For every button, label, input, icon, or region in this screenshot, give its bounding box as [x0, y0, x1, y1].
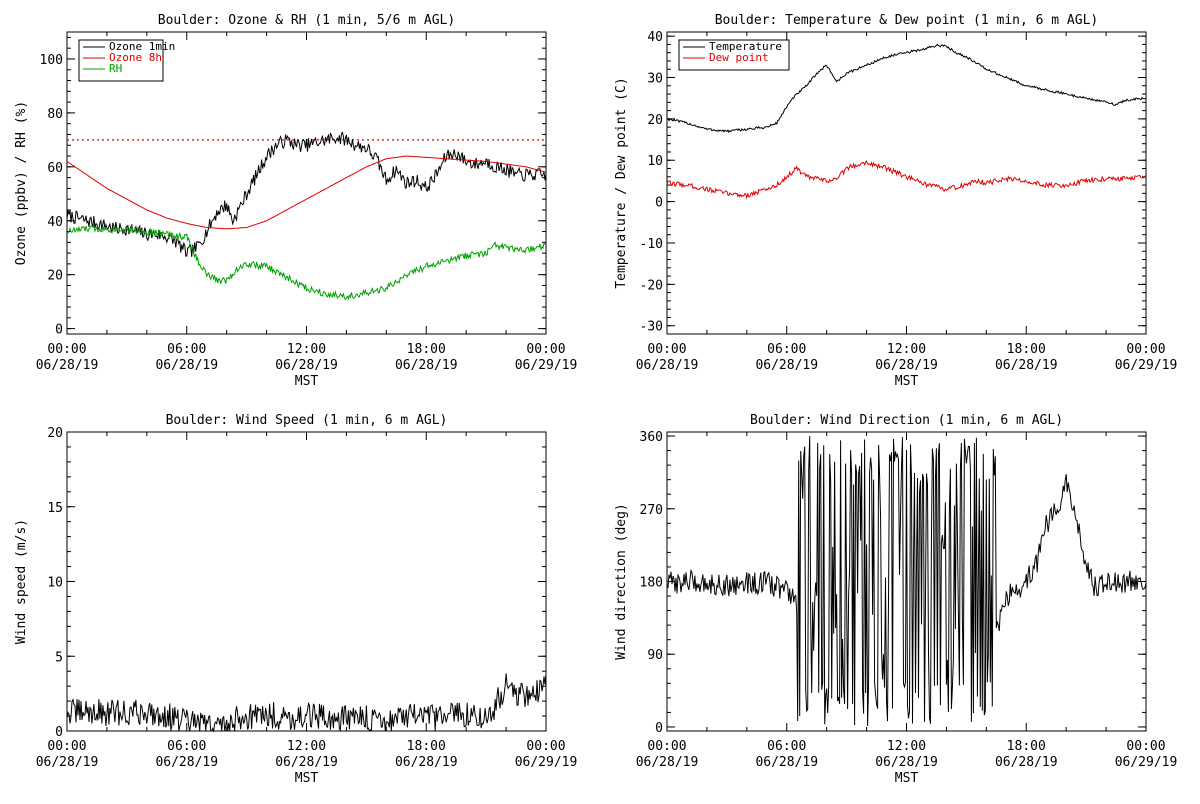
x-tick-date: 06/28/19 [636, 755, 699, 770]
x-tick-time: 00:00 [1126, 739, 1165, 754]
x-tick-time: 06:00 [767, 739, 806, 754]
x-tick-date: 06/29/19 [1115, 358, 1178, 373]
y-tick-label: 30 [647, 72, 663, 87]
x-axis-label: MST [295, 771, 319, 786]
x-tick-time: 12:00 [287, 739, 326, 754]
x-tick-time: 18:00 [407, 739, 446, 754]
x-tick-time: 06:00 [767, 342, 806, 357]
y-tick-label: 20 [647, 113, 663, 128]
y-tick-label: -10 [640, 237, 663, 252]
x-tick-date: 06/29/19 [1115, 755, 1178, 770]
x-tick-date: 06/28/19 [995, 755, 1058, 770]
x-tick-date: 06/28/19 [395, 358, 458, 373]
y-tick-label: 5 [55, 650, 63, 665]
y-axis-label: Ozone (ppbv) / RH (%) [14, 101, 29, 265]
x-tick-date: 06/28/19 [155, 358, 218, 373]
x-axis-label: MST [895, 771, 919, 786]
x-tick-time: 00:00 [47, 342, 86, 357]
legend-box [678, 39, 790, 71]
x-tick-date: 06/29/19 [515, 358, 578, 373]
x-tick-time: 00:00 [526, 739, 565, 754]
y-tick-label: 10 [47, 576, 63, 591]
x-tick-time: 00:00 [47, 739, 86, 754]
y-tick-label: 40 [47, 215, 63, 230]
legend-label: Ozone 1min [109, 40, 175, 53]
y-tick-label: 0 [55, 725, 63, 740]
y-tick-label: 0 [55, 323, 63, 338]
y-tick-label: 270 [640, 503, 663, 518]
y-tick-label: 40 [647, 30, 663, 45]
legend-label: Dew point [709, 51, 769, 64]
series-line [66, 155, 547, 230]
chart-title: Boulder: Wind Speed (1 min, 6 m AGL) [166, 413, 448, 428]
x-tick-date: 06/28/19 [275, 358, 338, 373]
y-axis-label: Wind direction (deg) [614, 503, 629, 660]
x-tick-time: 00:00 [526, 342, 565, 357]
x-tick-date: 06/28/19 [875, 358, 938, 373]
y-tick-label: 90 [647, 648, 663, 663]
x-axis-label: MST [895, 374, 919, 389]
x-tick-date: 06/28/19 [275, 755, 338, 770]
x-tick-time: 00:00 [647, 739, 686, 754]
x-tick-date: 06/28/19 [36, 755, 99, 770]
x-tick-date: 06/29/19 [515, 755, 578, 770]
chart-title: Boulder: Temperature & Dew point (1 min,… [715, 13, 1099, 28]
series-line [666, 43, 1146, 134]
chart-title: Boulder: Wind Direction (1 min, 6 m AGL) [750, 413, 1063, 428]
x-tick-time: 12:00 [887, 739, 926, 754]
series-line [66, 131, 547, 257]
x-tick-date: 06/28/19 [36, 358, 99, 373]
y-tick-label: -20 [640, 278, 663, 293]
y-tick-label: 15 [47, 501, 63, 516]
y-tick-label: 20 [47, 426, 63, 441]
y-tick-label: 80 [47, 107, 63, 122]
plot-frame [66, 431, 547, 732]
x-tick-date: 06/28/19 [875, 755, 938, 770]
x-axis-label: MST [295, 374, 319, 389]
x-tick-time: 12:00 [887, 342, 926, 357]
y-tick-label: -30 [640, 320, 663, 335]
x-tick-time: 00:00 [647, 342, 686, 357]
y-tick-label: 60 [47, 161, 63, 176]
y-tick-label: 0 [655, 196, 663, 211]
y-tick-label: 20 [47, 269, 63, 284]
series-line [666, 436, 1147, 727]
x-tick-time: 06:00 [167, 342, 206, 357]
legend-label: Temperature [709, 40, 782, 53]
x-tick-date: 06/28/19 [155, 755, 218, 770]
series-line [66, 673, 547, 733]
y-tick-label: 0 [655, 721, 663, 736]
y-tick-label: 10 [647, 154, 663, 169]
y-tick-label: 360 [640, 430, 663, 445]
x-tick-time: 12:00 [287, 342, 326, 357]
x-tick-date: 06/28/19 [395, 755, 458, 770]
x-tick-time: 18:00 [1007, 739, 1046, 754]
y-tick-label: 180 [640, 576, 663, 591]
x-tick-time: 18:00 [1007, 342, 1046, 357]
x-tick-time: 06:00 [167, 739, 206, 754]
x-tick-time: 18:00 [407, 342, 446, 357]
x-tick-date: 06/28/19 [636, 358, 699, 373]
series-line [66, 224, 547, 301]
x-tick-date: 06/28/19 [755, 358, 818, 373]
chart-title: Boulder: Ozone & RH (1 min, 5/6 m AGL) [158, 13, 455, 28]
x-tick-date: 06/28/19 [755, 755, 818, 770]
legend-label: Ozone 8h [109, 51, 162, 64]
legend-label: RH [109, 62, 122, 75]
x-tick-date: 06/28/19 [995, 358, 1058, 373]
y-axis-label: Temperature / Dew point (C) [614, 77, 629, 288]
x-tick-time: 00:00 [1126, 342, 1165, 357]
y-tick-label: 100 [40, 53, 63, 68]
y-axis-label: Wind speed (m/s) [14, 519, 29, 644]
series-line [666, 160, 1147, 200]
